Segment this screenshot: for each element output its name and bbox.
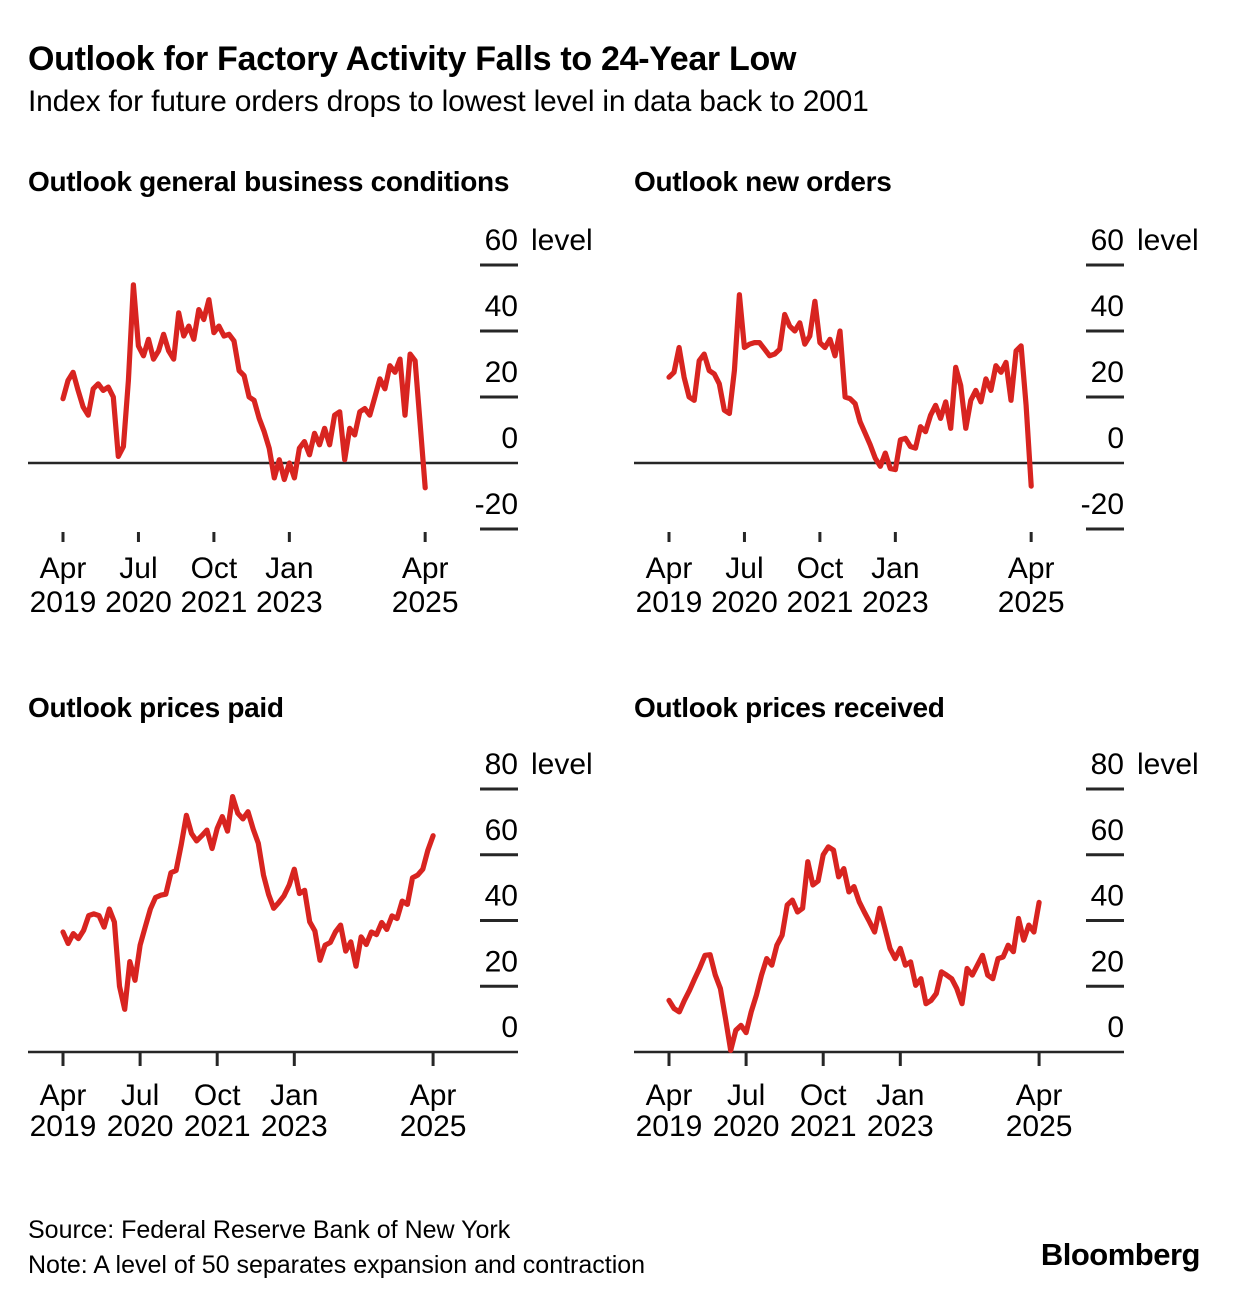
x-tick-year-label: 2021 [181, 586, 248, 619]
x-tick-year-label: 2023 [256, 586, 323, 619]
x-tick-month-label: Jan [270, 1079, 318, 1112]
x-tick-year-label: 2020 [107, 1110, 174, 1143]
bloomberg-logo: Bloomberg [1040, 1237, 1201, 1272]
x-tick-year-label: 2020 [105, 586, 172, 619]
y-tick-label: 0 [1107, 1011, 1124, 1044]
x-tick-year-label: 2023 [261, 1110, 328, 1143]
x-tick-month-label: Jan [876, 1079, 924, 1112]
y-tick-label: 0 [501, 422, 518, 455]
x-tick-year-label: 2021 [790, 1110, 857, 1143]
source-note: Source: Federal Reserve Bank of New York [28, 1216, 511, 1244]
x-tick-month-label: Jul [119, 552, 157, 585]
page-subtitle: Index for future orders drops to lowest … [28, 85, 869, 118]
x-tick-year-label: 2019 [30, 586, 97, 619]
chart-new-orders: 60 level 40 20 0 -20 Apr 2019 Jul 2020 Oct 2021 Jan 2… [606, 210, 1240, 622]
y-axis-unit-label: level [531, 748, 593, 781]
y-tick-label: 40 [485, 880, 518, 913]
x-tick-year-label: 2020 [711, 586, 778, 619]
y-axis-unit-label: level [531, 224, 593, 257]
y-tick-label: 20 [1091, 356, 1124, 389]
methodology-note: Note: A level of 50 separates expansion … [28, 1251, 646, 1279]
x-tick-month-label: Apr [1016, 1079, 1063, 1112]
x-tick-month-label: Apr [40, 552, 87, 585]
x-tick-month-label: Oct [797, 552, 844, 585]
x-tick-month-label: Jan [871, 552, 919, 585]
x-tick-year-label: 2021 [787, 586, 854, 619]
chart-prices-received: 80 level 60 40 20 0 Apr 2019 Jul 2020 Oct 2021 Jan 20… [606, 740, 1240, 1152]
series-line [666, 292, 1034, 489]
chart-canvas: 80 level6040200Apr2019Jul2020Oct2021Jan20… [634, 748, 1199, 1143]
x-tick-month-label: Jul [725, 552, 763, 585]
x-tick-month-label: Apr [646, 552, 693, 585]
x-tick-month-label: Apr [402, 552, 449, 585]
x-tick-month-label: Jan [265, 552, 313, 585]
x-tick-year-label: 2023 [862, 586, 929, 619]
series-line [60, 282, 428, 491]
series-line [666, 844, 1042, 1053]
x-tick-month-label: Apr [1008, 552, 1055, 585]
x-tick-year-label: 2021 [184, 1110, 251, 1143]
x-tick-year-label: 2025 [1006, 1110, 1073, 1143]
chart-prices-paid: 80 level 60 40 20 0 Apr 2019 Jul 2020 Oct 2021 Jan 20… [0, 740, 634, 1152]
x-tick-month-label: Oct [191, 552, 238, 585]
y-tick-label: 60 [1091, 814, 1124, 847]
x-tick-year-label: 2025 [400, 1110, 467, 1143]
x-tick-month-label: Jul [121, 1079, 159, 1112]
y-tick-label: 60 [1091, 224, 1124, 257]
x-tick-year-label: 2019 [30, 1110, 97, 1143]
y-tick-label: 80 [1091, 748, 1124, 781]
x-tick-year-label: 2020 [713, 1110, 780, 1143]
x-tick-month-label: Oct [194, 1079, 241, 1112]
y-axis-unit-label: level [1137, 748, 1199, 781]
chart-title-prices-paid: Outlook prices paid [28, 692, 284, 723]
y-tick-label: 60 [485, 814, 518, 847]
chart-title-general-business-conditions: Outlook general business conditions [28, 166, 510, 197]
y-tick-label: -20 [1081, 488, 1124, 521]
x-tick-month-label: Apr [646, 1079, 693, 1112]
y-tick-label: 0 [1107, 422, 1124, 455]
chart-canvas: 60 level40200-20Apr2019Jul2020Oct2021Jan2… [28, 224, 593, 619]
series-line [60, 793, 436, 1012]
y-tick-label: 0 [501, 1011, 518, 1044]
x-tick-year-label: 2023 [867, 1110, 934, 1143]
y-tick-label: 80 [485, 748, 518, 781]
x-tick-month-label: Apr [410, 1079, 457, 1112]
y-tick-label: 20 [1091, 945, 1124, 978]
y-axis-unit-label: level [1137, 224, 1199, 257]
y-tick-label: 60 [485, 224, 518, 257]
x-tick-month-label: Apr [40, 1079, 87, 1112]
y-tick-label: -20 [475, 488, 518, 521]
x-tick-year-label: 2019 [636, 586, 703, 619]
chart-canvas: 60 level40200-20Apr2019Jul2020Oct2021Jan2… [634, 224, 1199, 619]
y-tick-label: 20 [485, 945, 518, 978]
x-tick-year-label: 2025 [392, 586, 459, 619]
x-tick-month-label: Oct [800, 1079, 847, 1112]
x-tick-year-label: 2019 [636, 1110, 703, 1143]
y-tick-label: 40 [485, 290, 518, 323]
x-tick-year-label: 2025 [998, 586, 1065, 619]
chart-general-business-conditions: 60 level 40 20 0 -20 Apr 2019 Jul 2020 Oct 2021 Jan 2… [0, 210, 634, 622]
y-tick-label: 40 [1091, 880, 1124, 913]
chart-canvas: 80 level6040200Apr2019Jul2020Oct2021Jan20… [28, 748, 593, 1143]
x-tick-month-label: Jul [727, 1079, 765, 1112]
y-tick-label: 40 [1091, 290, 1124, 323]
chart-title-prices-received: Outlook prices received [634, 692, 945, 723]
page-title: Outlook for Factory Activity Falls to 24… [28, 40, 797, 78]
chart-title-new-orders: Outlook new orders [634, 166, 892, 197]
y-tick-label: 20 [485, 356, 518, 389]
